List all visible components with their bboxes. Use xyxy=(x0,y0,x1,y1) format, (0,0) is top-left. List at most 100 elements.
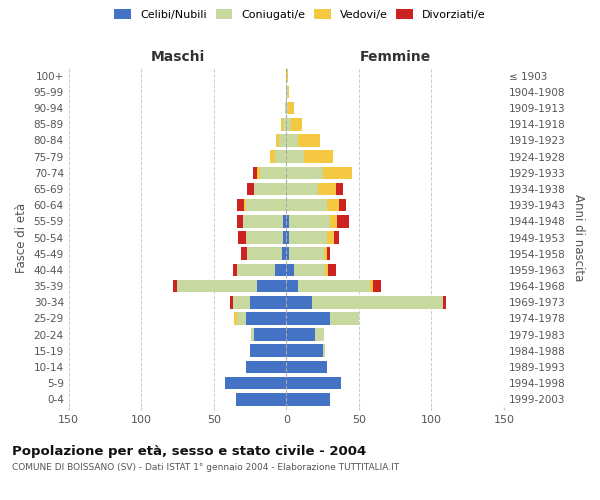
Bar xyxy=(285,102,286,115)
Bar xyxy=(275,264,286,276)
Bar xyxy=(286,134,298,147)
Bar xyxy=(283,215,286,228)
Bar xyxy=(330,312,359,324)
Bar xyxy=(338,199,346,211)
Bar xyxy=(244,199,245,211)
Bar xyxy=(286,328,316,341)
Bar xyxy=(236,393,286,406)
Bar xyxy=(253,166,257,179)
Bar xyxy=(286,199,327,211)
Bar xyxy=(286,248,289,260)
Bar xyxy=(250,344,286,357)
Bar xyxy=(233,296,250,308)
Bar xyxy=(237,264,275,276)
Bar xyxy=(298,280,370,292)
Bar xyxy=(330,215,337,228)
Text: Maschi: Maschi xyxy=(151,50,205,64)
Bar xyxy=(288,102,293,115)
Bar xyxy=(283,118,286,130)
Bar xyxy=(233,264,237,276)
Bar xyxy=(286,296,313,308)
Legend: Celibi/Nubili, Coniugati/e, Vedovi/e, Divorziati/e: Celibi/Nubili, Coniugati/e, Vedovi/e, Di… xyxy=(111,6,489,23)
Bar xyxy=(286,344,323,357)
Bar xyxy=(293,264,325,276)
Bar xyxy=(243,215,283,228)
Bar xyxy=(178,280,257,292)
Bar xyxy=(318,182,335,196)
Bar xyxy=(443,296,446,308)
Bar xyxy=(245,231,283,244)
Bar xyxy=(335,182,343,196)
Bar xyxy=(327,199,338,211)
Bar xyxy=(276,134,279,147)
Bar xyxy=(251,328,254,341)
Bar xyxy=(289,248,324,260)
Bar xyxy=(286,393,330,406)
Bar xyxy=(286,280,298,292)
Bar xyxy=(260,166,286,179)
Bar xyxy=(241,248,247,260)
Bar xyxy=(283,231,286,244)
Bar xyxy=(373,280,380,292)
Bar xyxy=(257,166,260,179)
Bar xyxy=(286,182,318,196)
Bar xyxy=(286,231,289,244)
Y-axis label: Fasce di età: Fasce di età xyxy=(15,202,28,272)
Bar xyxy=(324,248,327,260)
Bar xyxy=(286,166,323,179)
Bar xyxy=(370,280,373,292)
Bar xyxy=(288,86,289,98)
Bar xyxy=(247,182,254,196)
Bar xyxy=(286,264,293,276)
Bar xyxy=(328,264,335,276)
Bar xyxy=(226,377,286,390)
Bar xyxy=(245,199,286,211)
Bar xyxy=(230,296,233,308)
Bar xyxy=(323,344,325,357)
Bar xyxy=(304,150,333,163)
Bar xyxy=(282,248,286,260)
Bar xyxy=(325,264,328,276)
Bar xyxy=(289,231,327,244)
Bar xyxy=(334,231,338,244)
Bar xyxy=(289,215,330,228)
Bar xyxy=(286,86,288,98)
Bar xyxy=(298,134,320,147)
Bar xyxy=(327,248,330,260)
Bar xyxy=(286,377,341,390)
Bar xyxy=(286,360,327,373)
Bar xyxy=(327,231,334,244)
Y-axis label: Anni di nascita: Anni di nascita xyxy=(572,194,585,281)
Bar xyxy=(316,328,324,341)
Bar xyxy=(247,248,282,260)
Bar xyxy=(279,134,286,147)
Bar xyxy=(237,215,243,228)
Bar xyxy=(323,166,352,179)
Text: COMUNE DI BOISSANO (SV) - Dati ISTAT 1° gennaio 2004 - Elaborazione TUTTITALIA.I: COMUNE DI BOISSANO (SV) - Dati ISTAT 1° … xyxy=(12,464,399,472)
Bar xyxy=(237,312,245,324)
Bar xyxy=(281,118,283,130)
Bar xyxy=(245,360,286,373)
Bar xyxy=(286,118,290,130)
Bar xyxy=(254,182,286,196)
Text: Femmine: Femmine xyxy=(359,50,431,64)
Bar xyxy=(173,280,178,292)
Bar xyxy=(313,296,443,308)
Bar xyxy=(286,102,288,115)
Bar xyxy=(257,280,286,292)
Bar xyxy=(286,312,330,324)
Bar xyxy=(286,215,289,228)
Bar xyxy=(237,199,244,211)
Bar xyxy=(286,70,288,82)
Bar xyxy=(238,231,245,244)
Bar xyxy=(271,150,275,163)
Bar xyxy=(290,118,302,130)
Bar xyxy=(245,312,286,324)
Bar xyxy=(286,150,304,163)
Bar xyxy=(275,150,286,163)
Bar xyxy=(254,328,286,341)
Text: Popolazione per età, sesso e stato civile - 2004: Popolazione per età, sesso e stato civil… xyxy=(12,444,366,458)
Bar xyxy=(250,296,286,308)
Bar xyxy=(337,215,349,228)
Bar xyxy=(234,312,237,324)
